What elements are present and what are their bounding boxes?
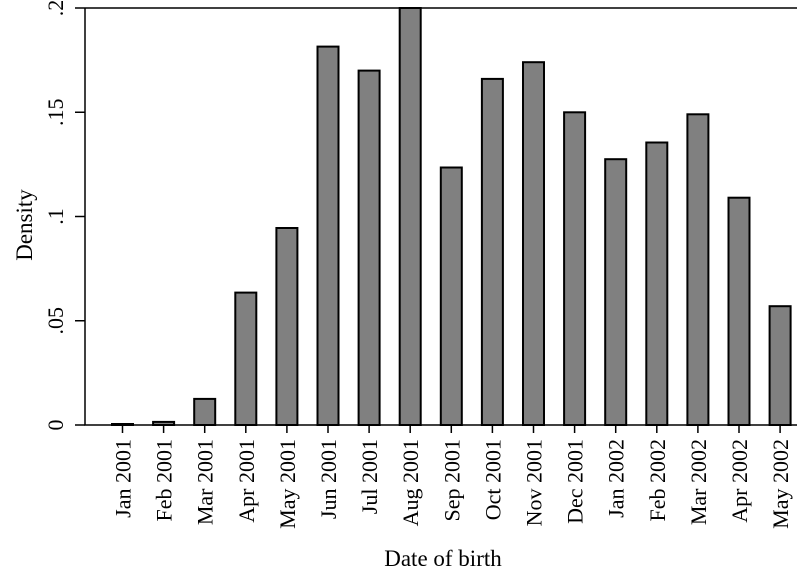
y-tick-label: .1 <box>43 208 68 225</box>
x-axis: Jan 2001 Feb 2001 Mar 2001 Apr 2001 May 2001… <box>111 425 793 529</box>
x-tick-label: Mar 2001 <box>193 439 218 525</box>
x-tick-label: Feb 2002 <box>645 439 670 522</box>
x-axis-title: Date of birth <box>384 546 502 571</box>
bar-jan-2002 <box>604 158 628 426</box>
x-tick-label: Nov 2001 <box>522 439 547 526</box>
bar-sep-2001 <box>439 166 463 426</box>
x-tick-label: Jan 2002 <box>604 439 629 518</box>
bar-feb-2002 <box>645 141 669 426</box>
y-tick-label: 0 <box>43 420 68 431</box>
x-tick-label: Feb 2001 <box>152 439 177 522</box>
x-tick-label: Mar 2002 <box>686 439 711 525</box>
bar-feb-2001 <box>152 420 176 426</box>
x-tick-label: Jan 2001 <box>111 439 136 518</box>
x-tick-label: Apr 2002 <box>727 439 752 523</box>
bar-aug-2001 <box>398 7 422 426</box>
bar-apr-2001 <box>234 291 258 426</box>
bar-oct-2001 <box>480 77 504 427</box>
x-tick-label: Dec 2001 <box>563 439 588 524</box>
bar-jan-2001 <box>111 423 134 426</box>
bar-may-2002 <box>768 305 792 427</box>
y-axis: 0 .05 .1 .15 .2 <box>43 0 85 431</box>
x-tick-label: Jun 2001 <box>316 439 341 519</box>
x-tick-label: May 2002 <box>768 439 793 529</box>
bar-jun-2001 <box>316 45 340 426</box>
x-tick-label: Sep 2001 <box>439 439 464 522</box>
x-tick-label: Oct 2001 <box>480 439 505 520</box>
bar-mar-2001 <box>193 397 217 426</box>
x-tick-label: May 2001 <box>275 439 300 529</box>
bars <box>111 7 792 427</box>
y-tick-label: .2 <box>43 0 68 16</box>
bar-jul-2001 <box>357 69 381 426</box>
bar-apr-2002 <box>727 196 751 426</box>
y-axis-title: Density <box>12 189 37 261</box>
y-tick-label: .15 <box>43 99 68 127</box>
x-tick-label: Jul 2001 <box>357 439 382 514</box>
bar-may-2001 <box>275 227 299 426</box>
x-tick-label: Apr 2001 <box>234 439 259 523</box>
x-tick-label: Aug 2001 <box>398 439 423 526</box>
bar-dec-2001 <box>563 111 587 427</box>
y-tick-label: .05 <box>43 307 68 335</box>
bar-nov-2001 <box>522 61 545 426</box>
bar-mar-2002 <box>686 113 710 427</box>
